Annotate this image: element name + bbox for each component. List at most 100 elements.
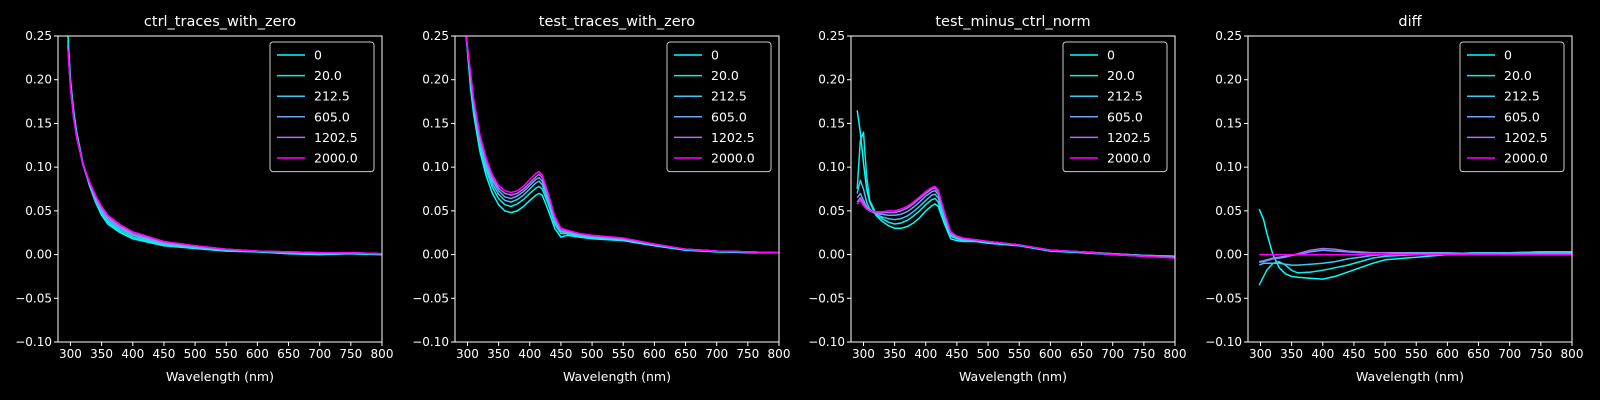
legend: 0 20.0 212.5 605.0 1202.5 2000.0: [1062, 41, 1168, 173]
x-tick-label: 550: [215, 347, 238, 361]
legend-label: 1202.5: [711, 130, 755, 145]
legend: 0 20.0 212.5 605.0 1202.5 2000.0: [1459, 41, 1565, 173]
series-line-2000-0: [465, 36, 779, 254]
x-tick-label: 700: [1498, 347, 1521, 361]
x-axis-label: Wavelength (nm): [563, 369, 671, 384]
x-tick-label: 450: [945, 347, 968, 361]
legend-label: 212.5: [1107, 89, 1143, 104]
x-tick-label: 650: [674, 347, 697, 361]
legend-box: [1062, 41, 1168, 173]
series-lines: [67, 36, 382, 256]
x-tick-label: 500: [1374, 347, 1397, 361]
x-tick-label: 650: [277, 347, 300, 361]
x-tick-label: 800: [1164, 347, 1187, 361]
legend: 0 20.0 212.5 605.0 1202.5 2000.0: [666, 41, 772, 173]
x-tick-label: 450: [1342, 347, 1365, 361]
series-line-1202-5: [1259, 247, 1572, 264]
x-tick-label: 750: [736, 347, 759, 361]
legend-label: 605.0: [314, 109, 350, 124]
x-tick-label: 300: [59, 347, 82, 361]
legend-label: 2000.0: [711, 151, 755, 166]
x-axis-label: Wavelength (nm): [1356, 369, 1464, 384]
series-line-605-0: [856, 189, 1175, 258]
y-tick-label: 0.15: [25, 116, 52, 130]
legend-label: 2000.0: [1504, 151, 1548, 166]
plot-frame: [57, 35, 383, 343]
x-tick-label: 600: [1436, 347, 1459, 361]
series-line-2000-0: [67, 49, 382, 255]
x-tick-label: 800: [1561, 347, 1584, 361]
legend-label: 0: [314, 48, 322, 63]
series-lines: [465, 36, 779, 254]
legend-label: 20.0: [1107, 68, 1135, 83]
y-tick-label: 0.10: [818, 160, 845, 174]
legend-label: 2000.0: [314, 151, 358, 166]
y-tick-label: −0.10: [808, 335, 845, 349]
x-tick-label: 750: [1529, 347, 1552, 361]
chart-title: ctrl_traces_with_zero: [144, 14, 296, 30]
legend-label: 0: [1107, 48, 1115, 63]
x-tick-label: 350: [883, 347, 906, 361]
legend-label: 605.0: [1504, 109, 1540, 124]
plot-frame: [1247, 35, 1573, 343]
legend-label: 212.5: [711, 89, 747, 104]
y-tick-label: 0.00: [25, 248, 52, 262]
x-tick-label: 650: [1467, 347, 1490, 361]
chart-panel-1: 300 350 400 450 500 550 600 650 700 750 800 −0.10 −0…: [15, 14, 393, 384]
y-tick-label: 0.15: [818, 116, 845, 130]
x-tick-label: 300: [852, 347, 875, 361]
y-tick-label: −0.10: [1205, 335, 1242, 349]
chart-panel-2: 300 350 400 450 500 550 600 650 700 750 800 −0.10 −0…: [412, 14, 790, 384]
y-tick-label: 0.25: [818, 29, 845, 43]
series-lines: [1258, 208, 1572, 286]
x-tick-label: 300: [1249, 347, 1272, 361]
legend-label: 20.0: [314, 68, 342, 83]
x-tick-label: 350: [487, 347, 510, 361]
x-tick-label: 350: [1280, 347, 1303, 361]
y-tick-label: 0.15: [422, 116, 449, 130]
x-tick-label: 550: [1008, 347, 1031, 361]
y-tick-label: 0.20: [25, 73, 52, 87]
x-tick-label: 550: [612, 347, 635, 361]
y-tick-label: −0.05: [15, 291, 52, 305]
y-tick-label: 0.20: [818, 73, 845, 87]
plot-frame: [454, 35, 780, 343]
x-tick-label: 350: [90, 347, 113, 361]
x-tick-label: 600: [1039, 347, 1062, 361]
plot-frame: [850, 35, 1176, 343]
x-tick-label: 750: [1132, 347, 1155, 361]
x-tick-label: 450: [549, 347, 572, 361]
x-tick-label: 700: [705, 347, 728, 361]
x-tick-label: 400: [518, 347, 541, 361]
y-tick-label: 0.05: [818, 204, 845, 218]
x-tick-label: 750: [339, 347, 362, 361]
y-tick-label: 0.05: [1215, 204, 1242, 218]
y-tick-label: 0.00: [1215, 248, 1242, 262]
legend-label: 1202.5: [1504, 130, 1548, 145]
x-tick-label: 700: [1101, 347, 1124, 361]
x-tick-label: 400: [121, 347, 144, 361]
x-tick-label: 300: [456, 347, 479, 361]
legend-label: 0: [711, 48, 719, 63]
y-tick-label: 0.25: [422, 29, 449, 43]
y-tick-label: 0.10: [1215, 160, 1242, 174]
y-tick-label: 0.15: [1215, 116, 1242, 130]
x-tick-label: 450: [152, 347, 175, 361]
x-tick-label: 600: [246, 347, 269, 361]
y-tick-label: 0.20: [1215, 73, 1242, 87]
y-tick-label: 0.00: [818, 248, 845, 262]
x-tick-label: 400: [914, 347, 937, 361]
y-tick-label: 0.00: [422, 248, 449, 262]
y-tick-label: −0.05: [808, 291, 845, 305]
y-tick-label: −0.10: [15, 335, 52, 349]
series-lines: [856, 110, 1175, 259]
legend-label: 1202.5: [314, 130, 358, 145]
x-axis-label: Wavelength (nm): [959, 369, 1067, 384]
chart-title: test_traces_with_zero: [539, 14, 696, 30]
legend-label: 2000.0: [1107, 151, 1151, 166]
chart-panel-4: 300 350 400 450 500 550 600 650 700 750 800 −0.10 −0…: [1205, 14, 1583, 384]
x-tick-label: 500: [977, 347, 1000, 361]
y-tick-label: −0.05: [1205, 291, 1242, 305]
legend-label: 20.0: [1504, 68, 1532, 83]
